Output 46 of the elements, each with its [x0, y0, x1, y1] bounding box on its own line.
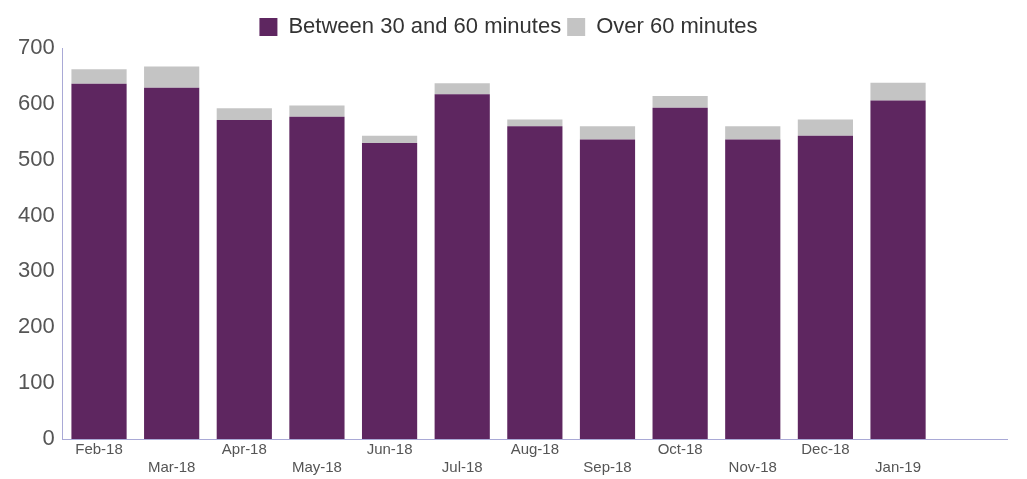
bar — [870, 100, 926, 439]
x-tick-label: Apr-18 — [221, 440, 267, 458]
bar — [216, 108, 272, 121]
bar — [434, 83, 490, 95]
legend-label: Over 60 minutes — [596, 13, 758, 39]
x-tick-label: Mar-18 — [147, 458, 196, 476]
x-tick-label: Feb-18 — [75, 440, 123, 458]
bar — [870, 82, 926, 101]
x-tick-label: May-18 — [291, 458, 342, 476]
bar — [434, 94, 490, 439]
y-tick-label: 600 — [17, 89, 55, 115]
bar — [579, 139, 636, 439]
y-tick-label: 700 — [17, 34, 55, 60]
y-tick-label: 200 — [17, 313, 55, 339]
legend-label: Between 30 and 60 minutes — [288, 13, 562, 39]
y-tick-label: 400 — [17, 201, 55, 227]
bar — [507, 126, 563, 439]
x-tick-label: Dec-18 — [801, 440, 850, 458]
bar — [144, 66, 200, 88]
bar — [507, 119, 563, 127]
x-tick-label: Oct-18 — [657, 440, 703, 458]
x-tick-label: Aug-18 — [510, 440, 560, 458]
y-tick-label: 0 — [42, 425, 55, 451]
bar — [71, 83, 127, 439]
x-tick-label: Sep-18 — [583, 458, 632, 476]
x-tick-label: Jul-18 — [441, 458, 483, 476]
bar — [725, 139, 781, 439]
bar — [216, 120, 272, 439]
x-tick-label: Jun-18 — [366, 440, 413, 458]
bar — [71, 69, 127, 84]
bar — [652, 96, 708, 108]
bar — [289, 105, 345, 117]
bar — [361, 142, 418, 439]
y-tick-label: 500 — [17, 145, 55, 171]
y-tick-label: 100 — [17, 369, 55, 395]
bar — [725, 126, 781, 140]
x-tick-label: Jan-19 — [875, 458, 921, 476]
x-tick-label: Nov-18 — [728, 458, 777, 476]
bar — [361, 135, 418, 143]
bar — [652, 107, 708, 439]
bar — [797, 119, 854, 136]
bar — [289, 116, 345, 439]
bar — [797, 135, 854, 439]
bar — [144, 87, 200, 439]
y-tick-label: 300 — [17, 257, 55, 283]
bar — [579, 126, 636, 140]
